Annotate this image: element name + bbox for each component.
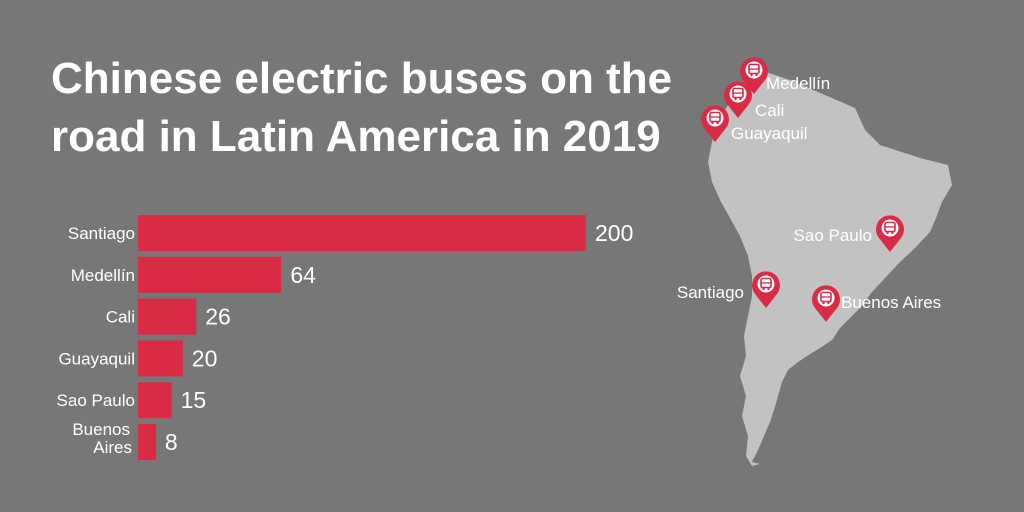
map-marker-santiago <box>752 271 780 308</box>
chart-title: Chinese electric buses on the road in La… <box>51 50 673 166</box>
map-marker-sao-paulo <box>876 215 904 252</box>
value-label-cali: 26 <box>205 304 231 330</box>
bar-guayaquil <box>138 340 183 377</box>
map-marker-buenos-aires <box>812 285 840 322</box>
bar-chart: Santiago 200 Medellín 64 Cali 26 Guayaquil 20 Sa… <box>57 215 633 460</box>
category-label-cali: Cali <box>106 308 135 327</box>
value-label-santiago: 200 <box>595 220 633 246</box>
category-label-buenos-aires: Buenos Aires <box>72 420 132 457</box>
bar-santiago <box>138 215 586 251</box>
bus-icon <box>817 289 835 307</box>
value-label-guayaquil: 20 <box>192 345 218 371</box>
map-marker-guayaquil <box>701 105 729 142</box>
bar-medellin <box>138 256 282 293</box>
value-label-buenos-aires: 8 <box>165 429 178 455</box>
bar-buenos-aires <box>138 424 156 460</box>
category-label-medellin: Medellín <box>71 266 135 285</box>
bar-cali <box>138 298 197 335</box>
bar-sao-paulo <box>138 382 172 419</box>
map-label-guayaquil: Guayaquil <box>731 124 808 143</box>
map-label-cali: Cali <box>755 101 784 120</box>
bus-icon <box>881 219 899 237</box>
map-label-buenos-aires: Buenos Aires <box>841 293 941 312</box>
bus-icon <box>706 109 724 127</box>
bus-icon <box>757 275 775 293</box>
value-label-sao-paulo: 15 <box>181 387 207 413</box>
map-label-santiago: Santiago <box>677 283 744 302</box>
title-line-1: Chinese electric buses on the <box>51 54 673 103</box>
map-marker-cali <box>724 81 752 118</box>
bus-icon <box>745 61 763 79</box>
category-label-sao-paulo: Sao Paulo <box>57 391 135 410</box>
south-america-map: Medellín Cali Guayaquil Sao Paulo Santiago Bu… <box>677 57 952 466</box>
south-america-landmass <box>708 70 952 466</box>
map-label-medellin: Medellín <box>766 74 830 93</box>
category-label-santiago: Santiago <box>68 224 135 243</box>
map-label-sao-paulo: Sao Paulo <box>794 226 872 245</box>
title-line-2: road in Latin America in 2019 <box>51 112 661 161</box>
category-label-guayaquil: Guayaquil <box>58 349 135 368</box>
value-label-medellin: 64 <box>290 262 316 288</box>
bus-icon <box>729 85 747 103</box>
